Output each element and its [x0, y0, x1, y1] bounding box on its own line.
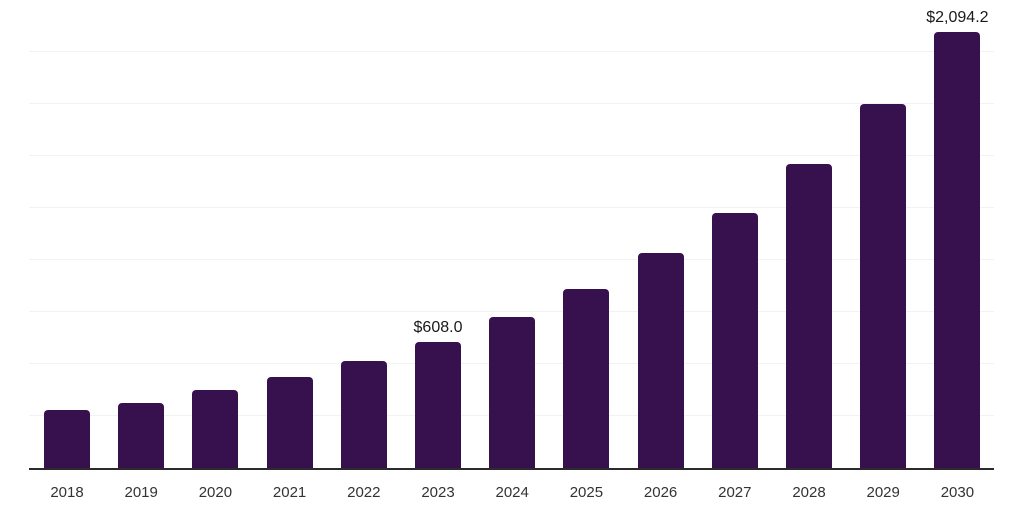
bar-2029: [860, 103, 907, 468]
gridline: [29, 311, 994, 312]
plot-area: $608.0 $2,094.2: [29, 0, 994, 470]
x-axis: 2018 2019 2020 2021 2022 2023 2024 2025 2026 2027…: [0, 470, 1024, 512]
bar-2025: [563, 288, 610, 468]
bar-2019: [118, 403, 165, 468]
x-tick-label-2029: 2029: [866, 484, 900, 501]
x-tick-label-2022: 2022: [347, 484, 381, 501]
data-label-2030: $2,094.2: [926, 9, 989, 27]
x-tick-label-2027: 2027: [718, 484, 752, 501]
x-tick-label-2030: 2030: [940, 484, 975, 501]
gridline: [29, 155, 994, 156]
bar-2027: [711, 212, 758, 468]
bar-2020: [192, 390, 239, 468]
x-tick-label-2018: 2018: [50, 484, 84, 501]
x-tick-label-2025: 2025: [569, 484, 604, 501]
x-tick-label-2024: 2024: [495, 484, 529, 501]
bar-2030: [934, 32, 981, 468]
x-tick-label-2019: 2019: [124, 484, 158, 501]
data-label-2023: $608.0: [413, 318, 463, 336]
gridline: [29, 103, 994, 104]
x-tick-label-2028: 2028: [792, 484, 826, 501]
bar-2018: [44, 410, 90, 468]
x-tick-label-2021: 2021: [272, 484, 307, 501]
x-tick-label-2026: 2026: [643, 484, 678, 501]
gridline: [29, 207, 994, 208]
gridline: [29, 51, 994, 52]
bar-2021: [266, 377, 313, 468]
bar-2023: [415, 341, 461, 468]
bar-2022: [340, 361, 387, 468]
x-tick-label-2023: 2023: [421, 484, 455, 501]
bar-2024: [489, 317, 536, 468]
x-tick-label-2020: 2020: [198, 484, 233, 501]
bar-2028: [786, 163, 832, 468]
gridline: [29, 259, 994, 260]
bar-2026: [637, 253, 684, 468]
